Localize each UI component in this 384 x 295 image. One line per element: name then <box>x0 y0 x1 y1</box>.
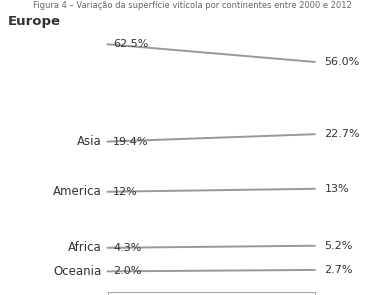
Text: Figura 4 – Variação da superfície vitícola por continentes entre 2000 e 2012: Figura 4 – Variação da superfície vitíco… <box>33 1 351 11</box>
Text: 22.7%: 22.7% <box>324 129 360 139</box>
Text: 19.4%: 19.4% <box>113 137 149 147</box>
Text: Africa: Africa <box>68 241 102 254</box>
Text: Europe: Europe <box>8 15 61 28</box>
Text: 5.2%: 5.2% <box>324 241 353 251</box>
Text: 62.5%: 62.5% <box>113 39 149 49</box>
Text: 13%: 13% <box>324 184 349 194</box>
Text: 4.3%: 4.3% <box>113 243 142 253</box>
Text: 12%: 12% <box>113 187 138 197</box>
Text: 2.0%: 2.0% <box>113 266 142 276</box>
Text: Asia: Asia <box>77 135 102 148</box>
Text: 56.0%: 56.0% <box>324 57 360 67</box>
Text: 2.7%: 2.7% <box>324 265 353 275</box>
Text: Oceania: Oceania <box>53 265 102 278</box>
Text: America: America <box>53 185 102 198</box>
